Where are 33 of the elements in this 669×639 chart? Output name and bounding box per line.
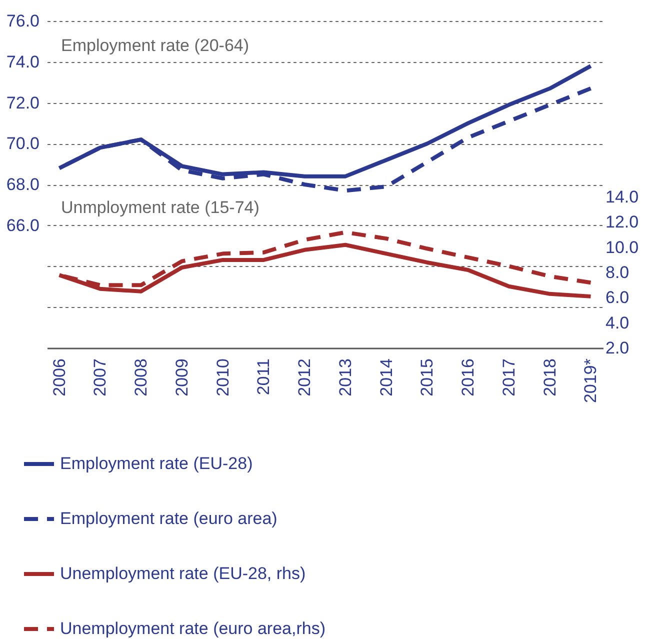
annotation: Employment rate (20-64) [61, 36, 250, 55]
x-tick-label: 2009 [172, 358, 192, 396]
y2-tick-label: 2.0 [606, 338, 630, 358]
x-tick-label: 2007 [90, 358, 110, 396]
x-tick-label: 2017 [499, 358, 518, 396]
y-tick-label: 72.0 [6, 93, 40, 112]
y-tick-label: 76.0 [6, 12, 40, 30]
y2-tick-label: 8.0 [606, 263, 630, 282]
legend-label: Employment rate (euro area) [60, 509, 278, 528]
x-tick-label: 2008 [132, 358, 151, 396]
y2-tick-label: 4.0 [606, 313, 630, 332]
y-tick-label: 68.0 [6, 175, 40, 194]
x-tick-label: 2010 [213, 358, 232, 396]
y-tick-label: 66.0 [6, 216, 40, 235]
y2-tick-label: 14.0 [606, 188, 639, 207]
x-tick-label: 2016 [458, 358, 478, 396]
x-tick-label: 2011 [254, 358, 274, 396]
x-tick-label: 2018 [540, 358, 560, 396]
legend-label: Employment rate (EU-28) [60, 454, 253, 473]
x-tick-label: 2012 [295, 358, 314, 396]
y2-tick-label: 10.0 [606, 238, 639, 257]
annotation: Unmployment rate (15-74) [61, 198, 260, 217]
y-tick-label: 74.0 [6, 52, 40, 72]
y2-tick-label: 6.0 [606, 288, 630, 308]
x-tick-label: 2014 [376, 358, 396, 396]
legend-label: Unemployment rate (euro area,rhs) [60, 619, 326, 638]
x-tick-label: 2015 [418, 358, 437, 396]
legend-label: Unemployment rate (EU-28, rhs) [60, 564, 306, 583]
y-tick-label: 70.0 [6, 134, 40, 154]
x-tick-label: 2006 [50, 358, 69, 396]
x-tick-label: 2019* [581, 358, 600, 403]
x-tick-label: 2013 [336, 358, 355, 396]
y2-tick-label: 12.0 [606, 212, 639, 232]
